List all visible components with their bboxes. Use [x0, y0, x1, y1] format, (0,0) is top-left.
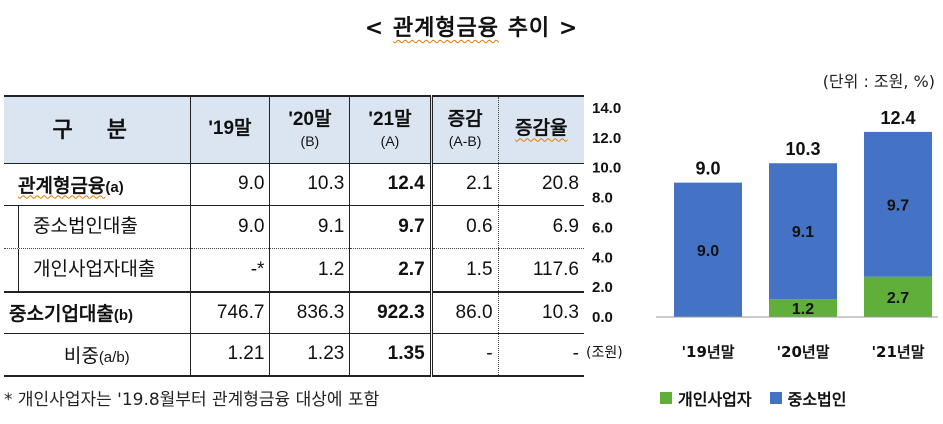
- bar-value-label: 2.7: [887, 290, 909, 307]
- table-cell: -: [497, 333, 584, 377]
- table-row: 개인사업자대출 -* 1.2 2.7 1.5 117.6: [4, 248, 584, 293]
- header-change: 증감 (A-B): [429, 95, 499, 164]
- bar-segment: [769, 163, 837, 300]
- legend-swatch: [769, 392, 782, 404]
- y-tick-label: 6.0: [592, 219, 613, 236]
- table-cell: 1.35: [349, 333, 432, 377]
- y-tick-label: 4.0: [592, 249, 613, 266]
- table-cell: 10.3: [497, 291, 584, 334]
- legend-item: 중소법인: [769, 386, 847, 410]
- bar-total-label: 12.4: [880, 108, 915, 128]
- row-label: 관계형금융(a): [4, 163, 190, 206]
- table-cell: 9.0: [189, 163, 270, 206]
- header-2019: '19말: [189, 95, 270, 164]
- y-axis-unit-label: (조원): [586, 345, 623, 361]
- table-cell: 12.4: [349, 163, 432, 206]
- bar-segment: [864, 131, 932, 277]
- table-cell: 1.2: [269, 248, 350, 293]
- table-cell: 0.6: [429, 205, 499, 249]
- table-cell: 117.6: [497, 248, 584, 293]
- unit-label: (단위 : 조원, %): [822, 72, 935, 91]
- title-rest: 추이 >: [499, 16, 579, 41]
- table-header-row: 구 분 '19말 '20말 (B) '21말 (A) 증감 (A-B) 증감율: [4, 95, 584, 164]
- table-cell: -: [429, 333, 499, 377]
- bar-value-label: 9.1: [792, 224, 814, 241]
- y-tick-label: 14.0: [592, 100, 621, 117]
- legend-item: 개인사업자: [660, 386, 752, 410]
- row-label: 중소법인대출: [4, 205, 190, 249]
- table-cell: 1.5: [429, 248, 499, 293]
- table-row: 중소기업대출(b) 746.7 836.3 922.3 86.0 10.3: [4, 291, 584, 334]
- y-tick-label: 0.0: [592, 309, 613, 326]
- bar-value-label: 1.2: [792, 301, 814, 318]
- x-tick-label: '21년말: [871, 343, 924, 361]
- x-tick-label: '20년말: [776, 343, 829, 361]
- table-row: 중소법인대출 9.0 9.1 9.7 0.6 6.9: [4, 205, 584, 249]
- table-cell: 9.1: [269, 205, 350, 249]
- header-2021: '21말 (A): [349, 95, 432, 164]
- table-cell: 836.3: [269, 291, 350, 334]
- y-tick-label: 12.0: [592, 130, 621, 147]
- bar-value-label: 9.7: [887, 197, 909, 214]
- data-table: 구 분 '19말 '20말 (B) '21말 (A) 증감 (A-B) 증감율 관계형…: [4, 95, 584, 377]
- row-label: 비중(a/b): [4, 333, 190, 377]
- table-cell: 922.3: [349, 291, 432, 334]
- page-title: < 관계형금융 추이 >: [0, 10, 943, 42]
- table-row: 비중(a/b) 1.21 1.23 1.35 - -: [4, 333, 584, 377]
- y-tick-label: 10.0: [592, 160, 621, 177]
- y-tick-label: 8.0: [592, 190, 613, 207]
- chart-legend: 개인사업자 중소법인: [660, 386, 847, 410]
- stacked-bar-chart: 0.0 2.0 4.0 6.0 8.0 10.0 12.0 14.0 (조원) 9.0 9.0 '19…: [586, 100, 938, 361]
- title-prefix: <: [364, 16, 393, 41]
- row-label: 중소기업대출(b): [4, 291, 190, 334]
- table-cell: 9.0: [189, 205, 270, 249]
- table-row: 관계형금융(a) 9.0 10.3 12.4 2.1 20.8: [4, 163, 584, 206]
- table-cell: 10.3: [269, 163, 350, 206]
- bar-segment: [864, 276, 932, 317]
- table-cell: 1.23: [269, 333, 350, 377]
- table-cell: -*: [189, 248, 270, 293]
- bar-total-label: 9.0: [695, 159, 720, 179]
- header-2020: '20말 (B): [269, 95, 350, 164]
- footnote: * 개인사업자는 '19.8월부터 관계형금융 대상에 포함: [4, 390, 380, 410]
- header-change-rate: 증감율: [497, 95, 584, 164]
- header-category: 구 분: [4, 95, 190, 164]
- x-tick-label: '19년말: [681, 343, 734, 361]
- table-cell: 2.1: [429, 163, 499, 206]
- table-cell: 1.21: [189, 333, 270, 377]
- table-cell: 6.9: [497, 205, 584, 249]
- y-tick-label: 2.0: [592, 279, 613, 296]
- table-cell: 9.7: [349, 205, 432, 249]
- bar-segment: [674, 182, 742, 317]
- row-label: 개인사업자대출: [4, 248, 190, 293]
- table-cell: 746.7: [189, 291, 270, 334]
- title-keyword: 관계형금융: [392, 16, 500, 41]
- table-cell: 20.8: [497, 163, 584, 206]
- bar-segment: [769, 299, 837, 317]
- table-cell: 2.7: [349, 248, 432, 293]
- bar-value-label: 9.0: [697, 243, 719, 260]
- legend-swatch: [660, 392, 672, 404]
- bar-total-label: 10.3: [785, 139, 820, 159]
- table-cell: 86.0: [429, 291, 499, 334]
